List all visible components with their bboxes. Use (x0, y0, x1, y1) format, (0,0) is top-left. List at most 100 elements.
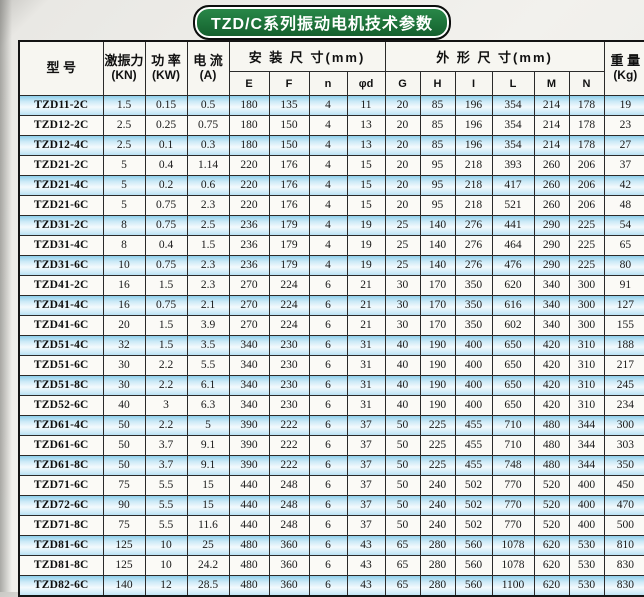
model-cell: TZD12-4C (18, 135, 104, 156)
model-cell: TZD21-4C (18, 175, 104, 196)
value-cell: 620 (533, 555, 570, 576)
model-cell: TZD81-8C (18, 555, 104, 576)
value-cell: 50 (384, 435, 421, 456)
value-cell: 217 (603, 355, 644, 376)
value-cell: 6 (308, 435, 348, 456)
value-cell: 1078 (491, 555, 535, 576)
value-cell: 3 (144, 395, 188, 416)
value-cell: 32 (102, 335, 146, 356)
table-row: TZD61-6C 50 3.7 9.1 390 222 6 37 50 225 455 710 480 3… (18, 435, 644, 456)
value-cell: 560 (454, 575, 493, 597)
table-row: TZD61-8C 50 3.7 9.1 390 222 6 37 50 225 455 748 480 3… (18, 455, 644, 476)
value-cell: 150 (268, 115, 310, 136)
value-cell: 2.5 (186, 215, 230, 236)
value-cell: 520 (533, 475, 570, 496)
value-cell: 420 (533, 355, 570, 376)
value-cell: 6 (308, 415, 348, 436)
value-cell: 5 (102, 195, 146, 216)
value-cell: 390 (228, 415, 270, 436)
value-cell: 6 (308, 575, 348, 597)
value-cell: 21 (346, 295, 386, 316)
table-row: TZD51-4C 32 1.5 3.5 340 230 6 31 40 190 400 650 420 3… (18, 335, 644, 356)
value-cell: 230 (268, 335, 310, 356)
value-cell: 354 (491, 95, 535, 116)
value-cell: 222 (268, 415, 310, 436)
value-cell: 340 (228, 335, 270, 356)
value-cell: 4 (308, 175, 348, 196)
value-cell: 15 (346, 175, 386, 196)
value-cell: 0.6 (186, 175, 230, 196)
subcol-I: I (454, 71, 493, 96)
value-cell: 650 (491, 355, 535, 376)
value-cell: 6.1 (186, 375, 230, 396)
value-cell: 310 (568, 355, 605, 376)
value-cell: 620 (533, 575, 570, 597)
value-cell: 1.5 (186, 235, 230, 256)
value-cell: 140 (419, 235, 456, 256)
value-cell: 190 (419, 375, 456, 396)
value-cell: 140 (419, 215, 456, 236)
value-cell: 770 (491, 515, 535, 536)
value-cell: 2.3 (186, 275, 230, 296)
value-cell: 4 (308, 195, 348, 216)
value-cell: 340 (228, 375, 270, 396)
value-cell: 222 (268, 455, 310, 476)
value-cell: 400 (454, 335, 493, 356)
value-cell: 602 (491, 315, 535, 336)
value-cell: 480 (533, 455, 570, 476)
value-cell: 6 (308, 315, 348, 336)
value-cell: 21 (346, 315, 386, 336)
col-header-current: 电 流 (A) (186, 40, 230, 96)
subcol-M: M (533, 71, 570, 96)
value-cell: 25 (384, 235, 421, 256)
value-cell: 155 (603, 315, 644, 336)
subcol-N: N (568, 71, 605, 96)
value-cell: 30 (384, 295, 421, 316)
model-cell: TZD72-6C (18, 495, 104, 516)
value-cell: 521 (491, 195, 535, 216)
value-cell: 530 (568, 555, 605, 576)
model-cell: TZD31-4C (18, 235, 104, 256)
value-cell: 650 (491, 335, 535, 356)
value-cell: 0.4 (144, 155, 188, 176)
value-cell: 440 (228, 495, 270, 516)
value-cell: 1.5 (144, 275, 188, 296)
value-cell: 400 (454, 355, 493, 376)
value-cell: 4 (308, 115, 348, 136)
value-cell: 5 (186, 415, 230, 436)
model-cell: TZD61-4C (18, 415, 104, 436)
value-cell: 43 (346, 535, 386, 556)
value-cell: 179 (268, 235, 310, 256)
value-cell: 20 (384, 95, 421, 116)
value-cell: 4 (308, 155, 348, 176)
value-cell: 170 (419, 315, 456, 336)
col-header-model-label: 型 号 (46, 60, 77, 76)
value-cell: 476 (491, 255, 535, 276)
value-cell: 440 (228, 515, 270, 536)
model-cell: TZD11-2C (18, 95, 104, 116)
spec-table: 型 号 激振力 (KN) 功 率 (KW) 电 流 (A) 安 装 尺 寸(mm… (18, 40, 644, 597)
value-cell: 245 (603, 375, 644, 396)
col-group-overall-dimensions: 外 形 尺 寸(mm) (384, 40, 605, 72)
value-cell: 400 (454, 375, 493, 396)
table-row: TZD21-6C 5 0.75 2.3 220 176 4 15 20 95 218 521 260 20… (18, 195, 644, 216)
value-cell: 31 (346, 355, 386, 376)
value-cell: 650 (491, 395, 535, 416)
model-cell: TZD41-2C (18, 275, 104, 296)
value-cell: 3.7 (144, 435, 188, 456)
value-cell: 11.6 (186, 515, 230, 536)
table-row: TZD21-4C 5 0.2 0.6 220 176 4 15 20 95 218 417 260 206… (18, 175, 644, 196)
value-cell: 176 (268, 155, 310, 176)
value-cell: 190 (419, 335, 456, 356)
value-cell: 19 (603, 95, 644, 116)
value-cell: 65 (603, 235, 644, 256)
value-cell: 25 (384, 215, 421, 236)
value-cell: 8 (102, 235, 146, 256)
value-cell: 176 (268, 175, 310, 196)
value-cell: 95 (419, 155, 456, 176)
value-cell: 1.5 (102, 95, 146, 116)
value-cell: 480 (228, 575, 270, 597)
value-cell: 560 (454, 535, 493, 556)
value-cell: 770 (491, 495, 535, 516)
